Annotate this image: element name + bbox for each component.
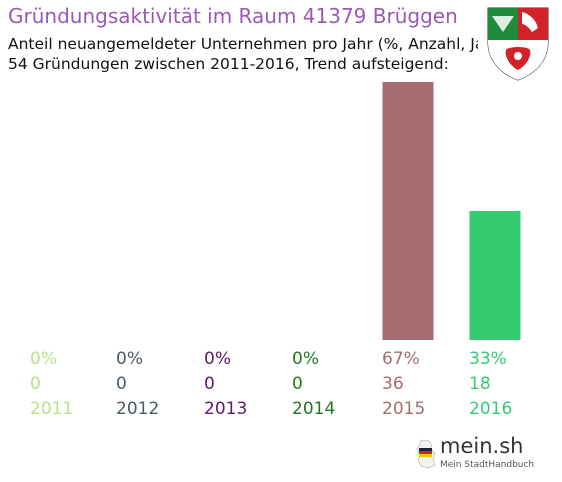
year-label-2014: 2014 [292, 399, 335, 419]
percent-label-2014: 0% [292, 349, 319, 369]
nrw-coat-of-arms-icon [478, 2, 558, 82]
percent-label-2013: 0% [204, 349, 231, 369]
chart-summary: 54 Gründungen zwischen 2011-2016, Trend … [8, 55, 449, 73]
count-label-2015: 36 [382, 374, 404, 394]
count-label-2012: 0 [116, 374, 127, 394]
bar-2016 [469, 211, 521, 340]
bar-2015 [382, 82, 434, 340]
chart-title: Gründungsaktivität im Raum 41379 Brüggen [8, 4, 458, 28]
year-label-2012: 2012 [116, 399, 159, 419]
year-label-2016: 2016 [469, 399, 512, 419]
mein-sh-logo: mein.sh Mein StadtHandbuch [415, 433, 534, 475]
logo-name: mein.sh [440, 434, 524, 458]
count-label-2016: 18 [469, 374, 491, 394]
count-label-2013: 0 [204, 374, 215, 394]
count-label-2011: 0 [30, 374, 41, 394]
chart-subtitle: Anteil neuangemeldeter Unternehmen pro J… [8, 35, 507, 53]
germany-map-icon [416, 439, 436, 469]
percent-label-2011: 0% [30, 349, 57, 369]
count-label-2014: 0 [292, 374, 303, 394]
year-label-2011: 2011 [30, 399, 73, 419]
percent-label-2016: 33% [469, 349, 507, 369]
year-label-2013: 2013 [204, 399, 247, 419]
year-label-2015: 2015 [382, 399, 425, 419]
percent-label-2015: 67% [382, 349, 420, 369]
percent-label-2012: 0% [116, 349, 143, 369]
logo-tagline: Mein StadtHandbuch [440, 460, 535, 470]
